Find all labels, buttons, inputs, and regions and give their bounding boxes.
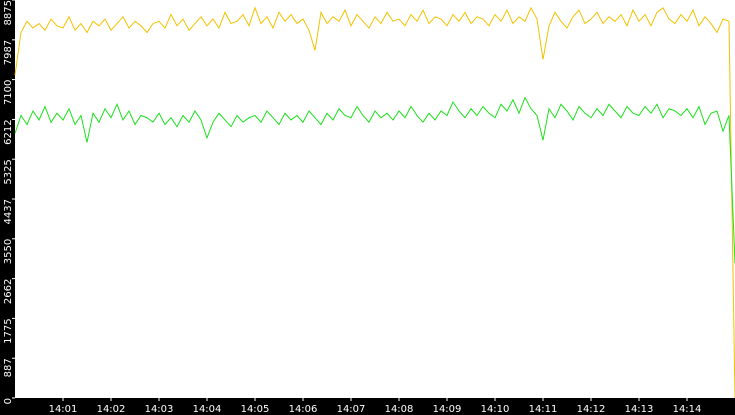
x-tick-label: 14:10 [481,404,510,415]
y-tick-label: 887 [3,358,14,377]
y-tick-label: 5325 [3,159,14,184]
y-tick-label: 2662 [3,279,14,304]
y-tick-label: 4437 [3,199,14,224]
y-tick-label: 7100 [3,80,14,105]
y-tick-label: 0 [3,398,14,404]
x-tick-label: 14:02 [97,404,126,415]
y-tick-label: 7987 [3,40,14,65]
x-tick-label: 14:01 [49,404,78,415]
y-tick-label: 6212 [3,119,14,144]
x-tick-label: 14:12 [577,404,606,415]
x-tick-label: 14:14 [673,404,702,415]
x-tick-label: 14:05 [241,404,270,415]
x-tick-label: 14:09 [433,404,462,415]
y-tick-label: 1775 [3,318,14,343]
x-tick-label: 14:03 [145,404,174,415]
x-tick-label: 14:13 [625,404,654,415]
x-tick-label: 14:07 [337,404,366,415]
x-tick-label: 14:08 [385,404,414,415]
y-tick-label: 8875 [3,0,14,25]
line-series [14,6,735,399]
x-tick-label: 14:06 [289,404,318,415]
x-tick-label: 14:11 [529,404,558,415]
x-tick-label: 14:04 [193,404,222,415]
line-series [14,96,735,264]
y-tick-label: 3550 [3,239,14,264]
plot-area [15,0,735,398]
